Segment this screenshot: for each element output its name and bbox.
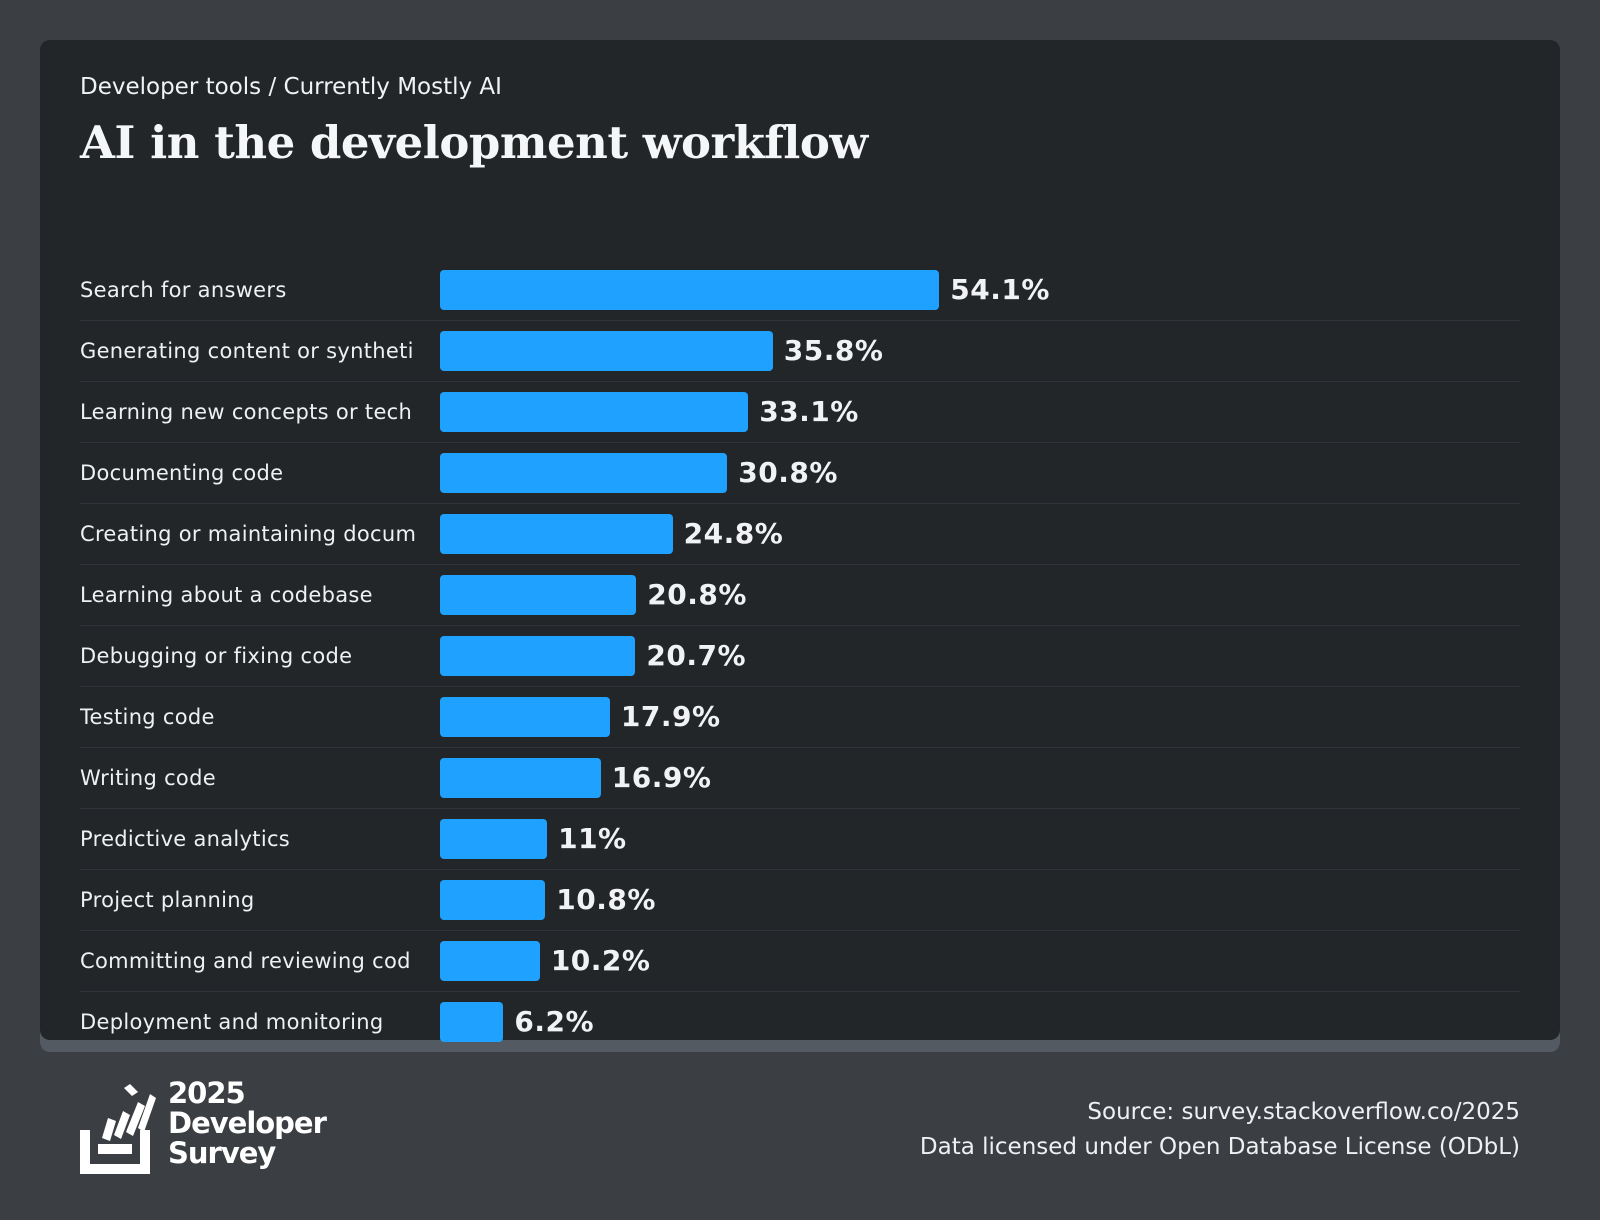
- chart-card: Developer tools / Currently Mostly AI AI…: [40, 40, 1560, 1042]
- bar: [440, 636, 636, 676]
- bar: [440, 697, 610, 737]
- category-label: Documenting code: [80, 461, 284, 485]
- value-label: 17.9%: [620, 700, 721, 733]
- bar: [440, 941, 540, 981]
- chart-row: Creating or maintaining docum 24.8%: [80, 504, 1520, 565]
- license-text: Data licensed under Open Database Licens…: [919, 1134, 1520, 1160]
- value-label: 6.2%: [514, 1005, 595, 1038]
- bar: [440, 514, 673, 554]
- bar: [440, 575, 637, 615]
- bar: [440, 331, 773, 371]
- bar: [440, 880, 546, 920]
- category-label: Project planning: [80, 888, 255, 912]
- value-label: 10.2%: [550, 944, 651, 977]
- chart-row: Search for answers 54.1%: [80, 260, 1520, 321]
- value-label: 35.8%: [783, 334, 884, 367]
- source-text: Source: survey.stackoverflow.co/2025: [1087, 1099, 1520, 1125]
- chart-row: Learning about a codebase 20.8%: [80, 565, 1520, 626]
- chart-row: Documenting code 30.8%: [80, 443, 1520, 504]
- category-label: Generating content or syntheti: [80, 339, 414, 363]
- value-label: 11%: [558, 822, 627, 855]
- value-label: 16.9%: [611, 761, 712, 794]
- category-label: Learning about a codebase: [80, 583, 373, 607]
- logo-line2: Survey: [168, 1136, 276, 1170]
- chart-row: Project planning 10.8%: [80, 870, 1520, 931]
- bar: [440, 270, 940, 310]
- category-label: Creating or maintaining docum: [80, 522, 417, 546]
- bar: [440, 758, 601, 798]
- category-label: Committing and reviewing cod: [80, 949, 411, 973]
- chart-row: Testing code 17.9%: [80, 687, 1520, 748]
- chart-row: Debugging or fixing code 20.7%: [80, 626, 1520, 687]
- chart-title: AI in the development workflow: [80, 116, 868, 169]
- value-label: 33.1%: [759, 395, 859, 428]
- breadcrumb: Developer tools / Currently Mostly AI: [80, 74, 502, 100]
- chart-row: Predictive analytics 11%: [80, 809, 1520, 870]
- logo-text: 2025 Developer Survey: [168, 1076, 327, 1170]
- source-block: Source: survey.stackoverflow.co/2025 Dat…: [920, 1095, 1520, 1165]
- value-label: 54.1%: [950, 273, 1050, 306]
- category-label: Search for answers: [80, 278, 287, 302]
- logo-year: 2025: [168, 1076, 246, 1110]
- category-label: Testing code: [80, 705, 215, 729]
- chart-row: Deployment and monitoring 6.2%: [80, 992, 1520, 1052]
- category-label: Deployment and monitoring: [80, 1010, 384, 1034]
- category-label: Predictive analytics: [80, 827, 291, 851]
- category-label: Debugging or fixing code: [80, 644, 353, 668]
- bar: [440, 1002, 504, 1042]
- value-label: 10.8%: [556, 883, 656, 916]
- bar: [440, 392, 749, 432]
- value-label: 20.8%: [647, 578, 747, 611]
- chart-row: Learning new concepts or tech 33.1%: [80, 382, 1520, 443]
- bar-chart: Search for answers 54.1% Generating conten…: [80, 260, 1520, 1052]
- category-label: Writing code: [80, 766, 216, 790]
- logo-line1: Developer: [168, 1106, 327, 1140]
- value-label: 20.7%: [646, 639, 746, 672]
- chart-row: Generating content or syntheti 35.8%: [80, 321, 1520, 382]
- bar: [440, 453, 728, 493]
- value-label: 24.8%: [683, 517, 784, 550]
- category-label: Learning new concepts or tech: [80, 400, 413, 424]
- chart-row: Writing code 16.9%: [80, 748, 1520, 809]
- value-label: 30.8%: [738, 456, 838, 489]
- bar: [440, 819, 548, 859]
- chart-row: Committing and reviewing cod 10.2%: [80, 931, 1520, 992]
- stack-overflow-logo-icon: [80, 1084, 156, 1174]
